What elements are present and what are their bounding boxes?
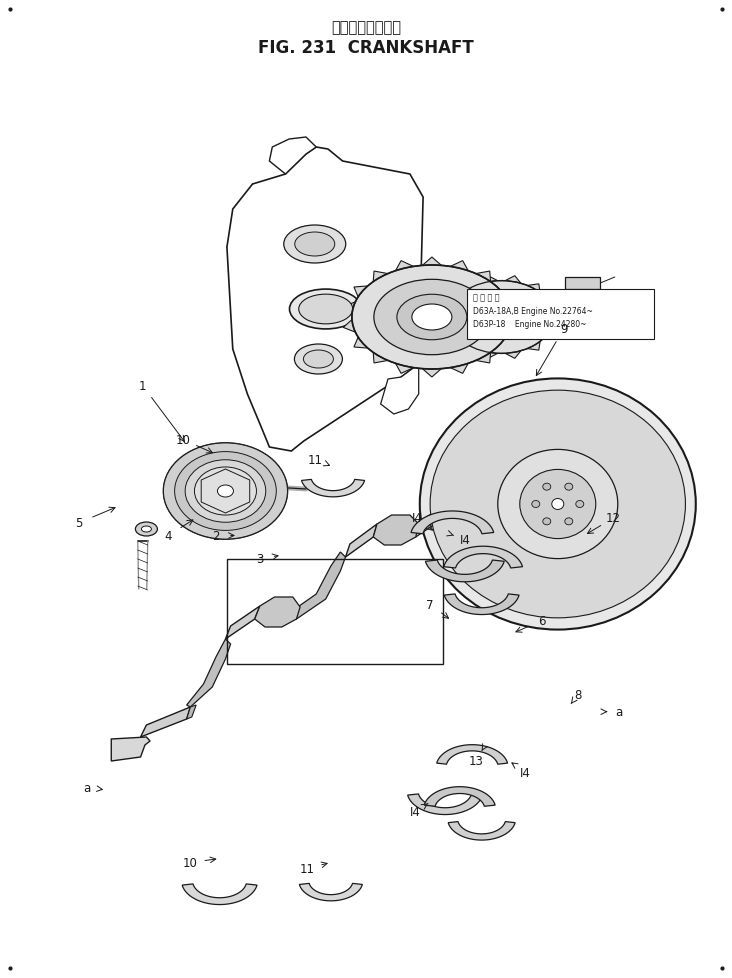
Text: D63A-18A,B Engine No.22764~: D63A-18A,B Engine No.22764~	[473, 306, 593, 316]
Ellipse shape	[284, 226, 346, 264]
Ellipse shape	[175, 452, 276, 531]
Polygon shape	[425, 787, 495, 807]
Polygon shape	[444, 547, 523, 568]
Text: I4: I4	[460, 533, 470, 547]
Ellipse shape	[290, 289, 362, 330]
Text: 11: 11	[300, 862, 315, 875]
Polygon shape	[141, 707, 190, 737]
Ellipse shape	[543, 484, 550, 491]
Text: a: a	[83, 780, 90, 794]
Ellipse shape	[565, 484, 572, 491]
Ellipse shape	[217, 485, 234, 498]
Ellipse shape	[304, 351, 333, 369]
Text: 適 用 記 号: 適 用 記 号	[473, 293, 499, 302]
Ellipse shape	[498, 450, 618, 559]
Polygon shape	[289, 553, 346, 619]
Text: 10: 10	[176, 433, 190, 447]
Ellipse shape	[163, 443, 288, 540]
Text: a: a	[615, 705, 622, 719]
Polygon shape	[408, 794, 482, 815]
Text: 13: 13	[468, 754, 483, 768]
Polygon shape	[425, 560, 504, 582]
Ellipse shape	[552, 499, 564, 510]
Polygon shape	[441, 277, 561, 359]
Polygon shape	[179, 465, 258, 486]
Ellipse shape	[185, 461, 266, 522]
Polygon shape	[448, 822, 515, 840]
FancyBboxPatch shape	[467, 289, 654, 340]
Polygon shape	[299, 883, 362, 901]
Polygon shape	[346, 524, 377, 557]
Polygon shape	[343, 258, 520, 378]
Text: 7: 7	[426, 598, 433, 611]
Text: I4: I4	[412, 511, 422, 525]
Polygon shape	[461, 445, 492, 477]
Polygon shape	[225, 606, 260, 640]
Text: 4: 4	[165, 529, 172, 543]
Polygon shape	[468, 415, 621, 601]
Polygon shape	[182, 884, 257, 905]
Text: 9: 9	[560, 323, 567, 336]
Ellipse shape	[449, 282, 553, 354]
Text: I4: I4	[411, 805, 421, 819]
Ellipse shape	[419, 379, 696, 630]
Text: 11: 11	[307, 453, 322, 467]
Text: 1: 1	[139, 379, 146, 393]
Text: I4: I4	[520, 766, 531, 779]
Ellipse shape	[520, 470, 596, 539]
Text: 2: 2	[212, 529, 220, 543]
Ellipse shape	[576, 501, 584, 508]
Polygon shape	[437, 745, 507, 765]
Polygon shape	[187, 705, 196, 719]
Ellipse shape	[163, 443, 288, 540]
Text: FIG. 231  CRANKSHAFT: FIG. 231 CRANKSHAFT	[258, 39, 474, 57]
Ellipse shape	[543, 518, 550, 525]
Polygon shape	[373, 515, 419, 546]
Ellipse shape	[565, 518, 572, 525]
Ellipse shape	[470, 296, 533, 339]
Text: 3: 3	[256, 553, 264, 566]
Text: 12: 12	[606, 511, 621, 525]
Polygon shape	[408, 471, 461, 538]
Text: 5: 5	[75, 516, 83, 530]
Ellipse shape	[352, 266, 512, 370]
Polygon shape	[255, 598, 300, 627]
Ellipse shape	[299, 294, 353, 325]
Text: 6: 6	[538, 614, 545, 628]
Ellipse shape	[195, 467, 256, 515]
Ellipse shape	[374, 280, 490, 355]
Ellipse shape	[430, 391, 685, 618]
Ellipse shape	[397, 295, 467, 340]
Polygon shape	[381, 365, 419, 415]
Polygon shape	[227, 148, 423, 452]
Ellipse shape	[490, 309, 513, 327]
Polygon shape	[111, 737, 150, 761]
Text: D63P-18    Engine No.24280~: D63P-18 Engine No.24280~	[473, 320, 586, 329]
Text: 8: 8	[575, 688, 582, 701]
Polygon shape	[302, 480, 365, 498]
Ellipse shape	[295, 233, 335, 257]
Ellipse shape	[135, 522, 157, 537]
Ellipse shape	[141, 526, 152, 532]
Polygon shape	[269, 138, 316, 175]
Polygon shape	[444, 595, 519, 615]
Ellipse shape	[412, 305, 452, 331]
Text: クランクシャフト: クランクシャフト	[331, 21, 401, 35]
Polygon shape	[411, 511, 494, 534]
Polygon shape	[565, 278, 600, 289]
Ellipse shape	[531, 501, 539, 508]
Ellipse shape	[294, 344, 343, 375]
Polygon shape	[187, 640, 231, 707]
Polygon shape	[201, 469, 250, 513]
Text: 10: 10	[183, 856, 198, 869]
